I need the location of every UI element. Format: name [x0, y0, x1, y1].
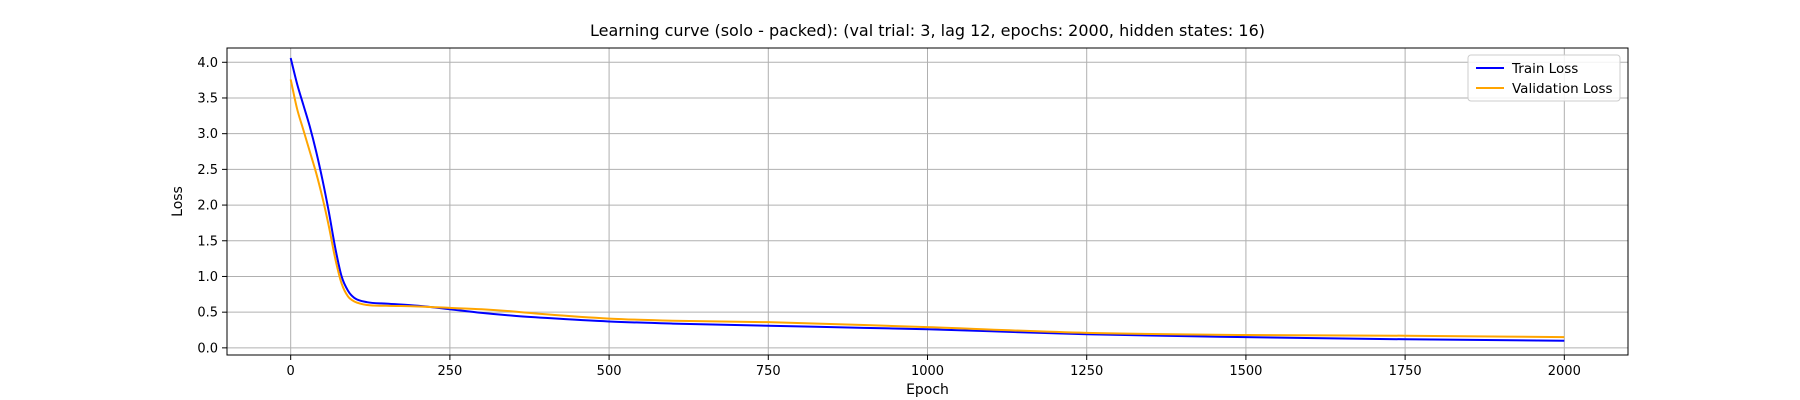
- series-layer: [289, 57, 1565, 342]
- legend-validation-loss-label: Validation Loss: [1512, 81, 1613, 97]
- y-tick-label: 3.0: [197, 127, 218, 142]
- y-tick-label: 0.0: [197, 341, 218, 356]
- x-axis-ticks: 0 250 500 750 1000 1250 1500 1750 2000: [287, 355, 1581, 379]
- y-tick-label: 1.0: [197, 270, 218, 285]
- x-tick-label: 1250: [1070, 364, 1103, 379]
- y-tick-label: 0.5: [197, 306, 218, 321]
- y-axis-label: Loss: [170, 186, 186, 217]
- y-axis-ticks: 0.0 0.5 1.0 1.5 2.0 2.5 3.0 3.5 4.0: [197, 56, 227, 356]
- x-axis-label: Epoch: [906, 382, 949, 398]
- y-tick-label: 3.5: [197, 91, 218, 106]
- x-tick-label: 1000: [911, 364, 944, 379]
- train-loss-line: [289, 57, 1565, 342]
- x-tick-label: 1500: [1229, 364, 1262, 379]
- x-tick-label: 750: [756, 364, 781, 379]
- x-tick-label: 0: [287, 364, 295, 379]
- chart-title: Learning curve (solo - packed): (val tri…: [590, 21, 1265, 40]
- validation-loss-line: [289, 79, 1565, 339]
- x-tick-label: 2000: [1548, 364, 1581, 379]
- legend-train-loss-label: Train Loss: [1511, 61, 1578, 77]
- x-tick-label: 1750: [1389, 364, 1422, 379]
- y-tick-label: 2.0: [197, 199, 218, 214]
- y-tick-label: 2.5: [197, 163, 218, 178]
- legend-box: [1467, 54, 1621, 102]
- y-tick-label: 4.0: [197, 56, 218, 71]
- y-tick-label: 1.5: [197, 234, 218, 249]
- x-tick-label: 250: [437, 364, 462, 379]
- x-tick-label: 500: [597, 364, 622, 379]
- legend: Train Loss Validation Loss: [1467, 54, 1621, 102]
